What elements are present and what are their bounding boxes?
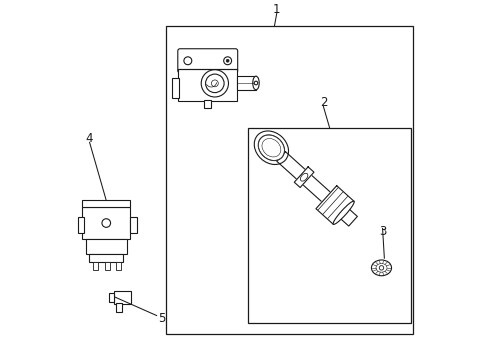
Text: 4: 4	[86, 132, 93, 145]
Circle shape	[223, 57, 231, 65]
Bar	[203, 100, 211, 108]
Circle shape	[102, 219, 110, 227]
Ellipse shape	[332, 201, 353, 224]
Text: 5: 5	[158, 311, 165, 325]
Bar	[116, 303, 122, 312]
Ellipse shape	[300, 173, 307, 181]
Bar	[93, 262, 98, 270]
Bar	[82, 201, 130, 207]
Bar	[178, 69, 237, 101]
Ellipse shape	[254, 131, 288, 165]
Bar	[113, 291, 131, 304]
Bar	[116, 262, 121, 270]
Polygon shape	[315, 186, 353, 224]
Ellipse shape	[371, 260, 391, 276]
Ellipse shape	[258, 135, 284, 161]
Circle shape	[201, 70, 228, 97]
Circle shape	[379, 266, 383, 270]
Bar	[85, 239, 126, 253]
Ellipse shape	[252, 76, 259, 90]
Bar	[237, 76, 255, 90]
FancyBboxPatch shape	[178, 49, 237, 73]
Circle shape	[205, 74, 224, 93]
Bar	[78, 217, 84, 233]
Text: 1: 1	[272, 3, 280, 16]
Circle shape	[254, 81, 257, 85]
Bar	[109, 293, 114, 302]
Text: 2: 2	[319, 96, 326, 109]
Circle shape	[226, 59, 228, 62]
Bar	[247, 128, 410, 323]
Bar	[130, 217, 137, 233]
Bar	[88, 253, 122, 262]
Polygon shape	[276, 152, 357, 226]
Bar	[104, 262, 109, 270]
Bar	[171, 78, 179, 98]
Text: 3: 3	[378, 225, 386, 238]
Bar	[82, 207, 130, 239]
Polygon shape	[294, 167, 313, 188]
Circle shape	[183, 57, 191, 65]
Bar	[165, 26, 412, 334]
Circle shape	[211, 80, 218, 87]
